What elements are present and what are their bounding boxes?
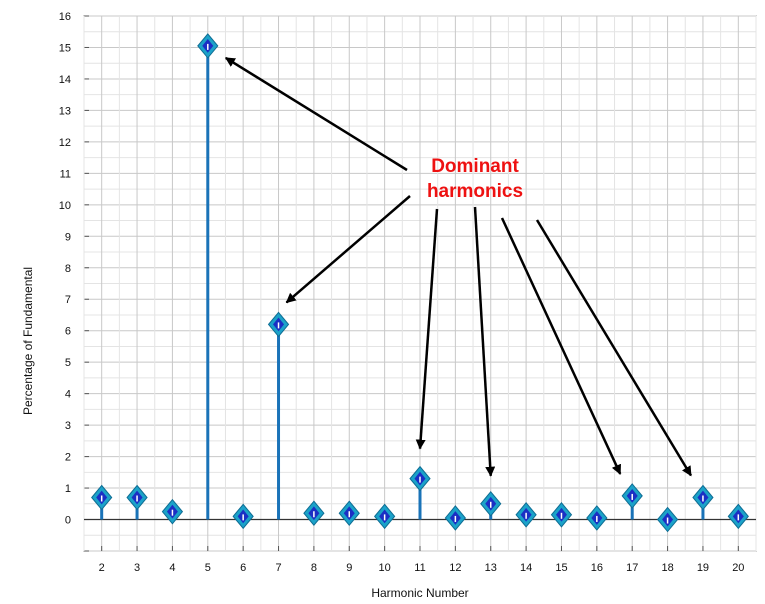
x-tick-label: 4 xyxy=(169,562,175,574)
stem-point xyxy=(197,33,219,520)
stem-point xyxy=(550,502,573,528)
stem-point xyxy=(126,484,148,520)
x-tick-label: 14 xyxy=(520,562,532,574)
y-tick-label: 15 xyxy=(59,42,71,54)
stem-point xyxy=(586,505,608,531)
y-tick-label: 0 xyxy=(65,515,71,527)
x-tick-label: 2 xyxy=(99,562,105,574)
x-tick-label: 13 xyxy=(485,562,497,574)
stems xyxy=(91,33,749,533)
y-tick-label: 1 xyxy=(65,483,71,495)
stem-point xyxy=(515,502,537,528)
y-tick-label: 8 xyxy=(65,263,71,275)
x-axis-label: Harmonic Number xyxy=(371,586,468,600)
annotation-line-2: harmonics xyxy=(427,181,523,202)
y-tick-label: 12 xyxy=(59,137,71,149)
annotation-arrow xyxy=(285,195,411,304)
x-tick-label: 20 xyxy=(732,562,744,574)
x-tick-labels: 2 3 4 5 6 7 8 9 10 11 12 13 14 15 16 17 18 19 20 xyxy=(99,562,745,574)
y-tick-label: 10 xyxy=(59,200,71,212)
stem-point xyxy=(373,503,396,530)
stem-point xyxy=(444,505,467,531)
stem-point xyxy=(621,483,643,520)
annotation-arrow xyxy=(415,208,439,450)
annotation-arrows xyxy=(224,56,693,477)
x-tick-label: 8 xyxy=(311,562,317,574)
x-tick-label: 15 xyxy=(555,562,567,574)
x-tick-label: 11 xyxy=(414,562,425,574)
stem-point xyxy=(267,311,290,520)
x-tick-label: 17 xyxy=(626,562,638,574)
y-tick-label: 9 xyxy=(65,231,71,243)
stem-point xyxy=(303,500,325,527)
annotation-arrow xyxy=(224,56,408,172)
y-tick-label: 4 xyxy=(65,389,71,401)
x-tick-label: 7 xyxy=(275,562,281,574)
x-tick-label: 3 xyxy=(134,562,140,574)
y-tick-label: 13 xyxy=(59,105,71,117)
stem-point xyxy=(727,503,749,530)
x-tick-label: 12 xyxy=(449,562,461,574)
y-axis-label: Percentage of Fundamental xyxy=(21,267,35,415)
x-tick-label: 9 xyxy=(346,562,352,574)
y-tick-label: 3 xyxy=(65,420,71,432)
stem-point xyxy=(91,484,113,520)
stem-point xyxy=(692,484,714,520)
y-tick-label: 5 xyxy=(65,357,71,369)
x-tick-label: 6 xyxy=(240,562,246,574)
stem-point xyxy=(409,465,431,520)
stem-point xyxy=(656,506,679,533)
y-tick-label: 11 xyxy=(60,168,71,180)
stem-point xyxy=(232,503,254,530)
annotation-arrow xyxy=(535,219,693,477)
x-tick-label: 10 xyxy=(379,562,391,574)
annotation-arrow xyxy=(500,217,622,475)
x-tick-label: 19 xyxy=(697,562,709,574)
y-tick-label: 14 xyxy=(59,74,71,86)
y-tick-label: 7 xyxy=(65,294,71,306)
x-tick-label: 5 xyxy=(205,562,211,574)
y-tick-label: 16 xyxy=(59,11,71,23)
y-tick-label: 6 xyxy=(65,326,71,338)
stem-point xyxy=(161,498,184,525)
x-tick-label: 16 xyxy=(591,562,603,574)
stem-point xyxy=(338,500,360,527)
y-tick-label: 2 xyxy=(65,452,71,464)
x-tick-label: 18 xyxy=(661,562,673,574)
stem-point xyxy=(480,491,502,520)
annotation-line-1: Dominant xyxy=(431,156,519,177)
annotation-arrow xyxy=(473,206,496,477)
